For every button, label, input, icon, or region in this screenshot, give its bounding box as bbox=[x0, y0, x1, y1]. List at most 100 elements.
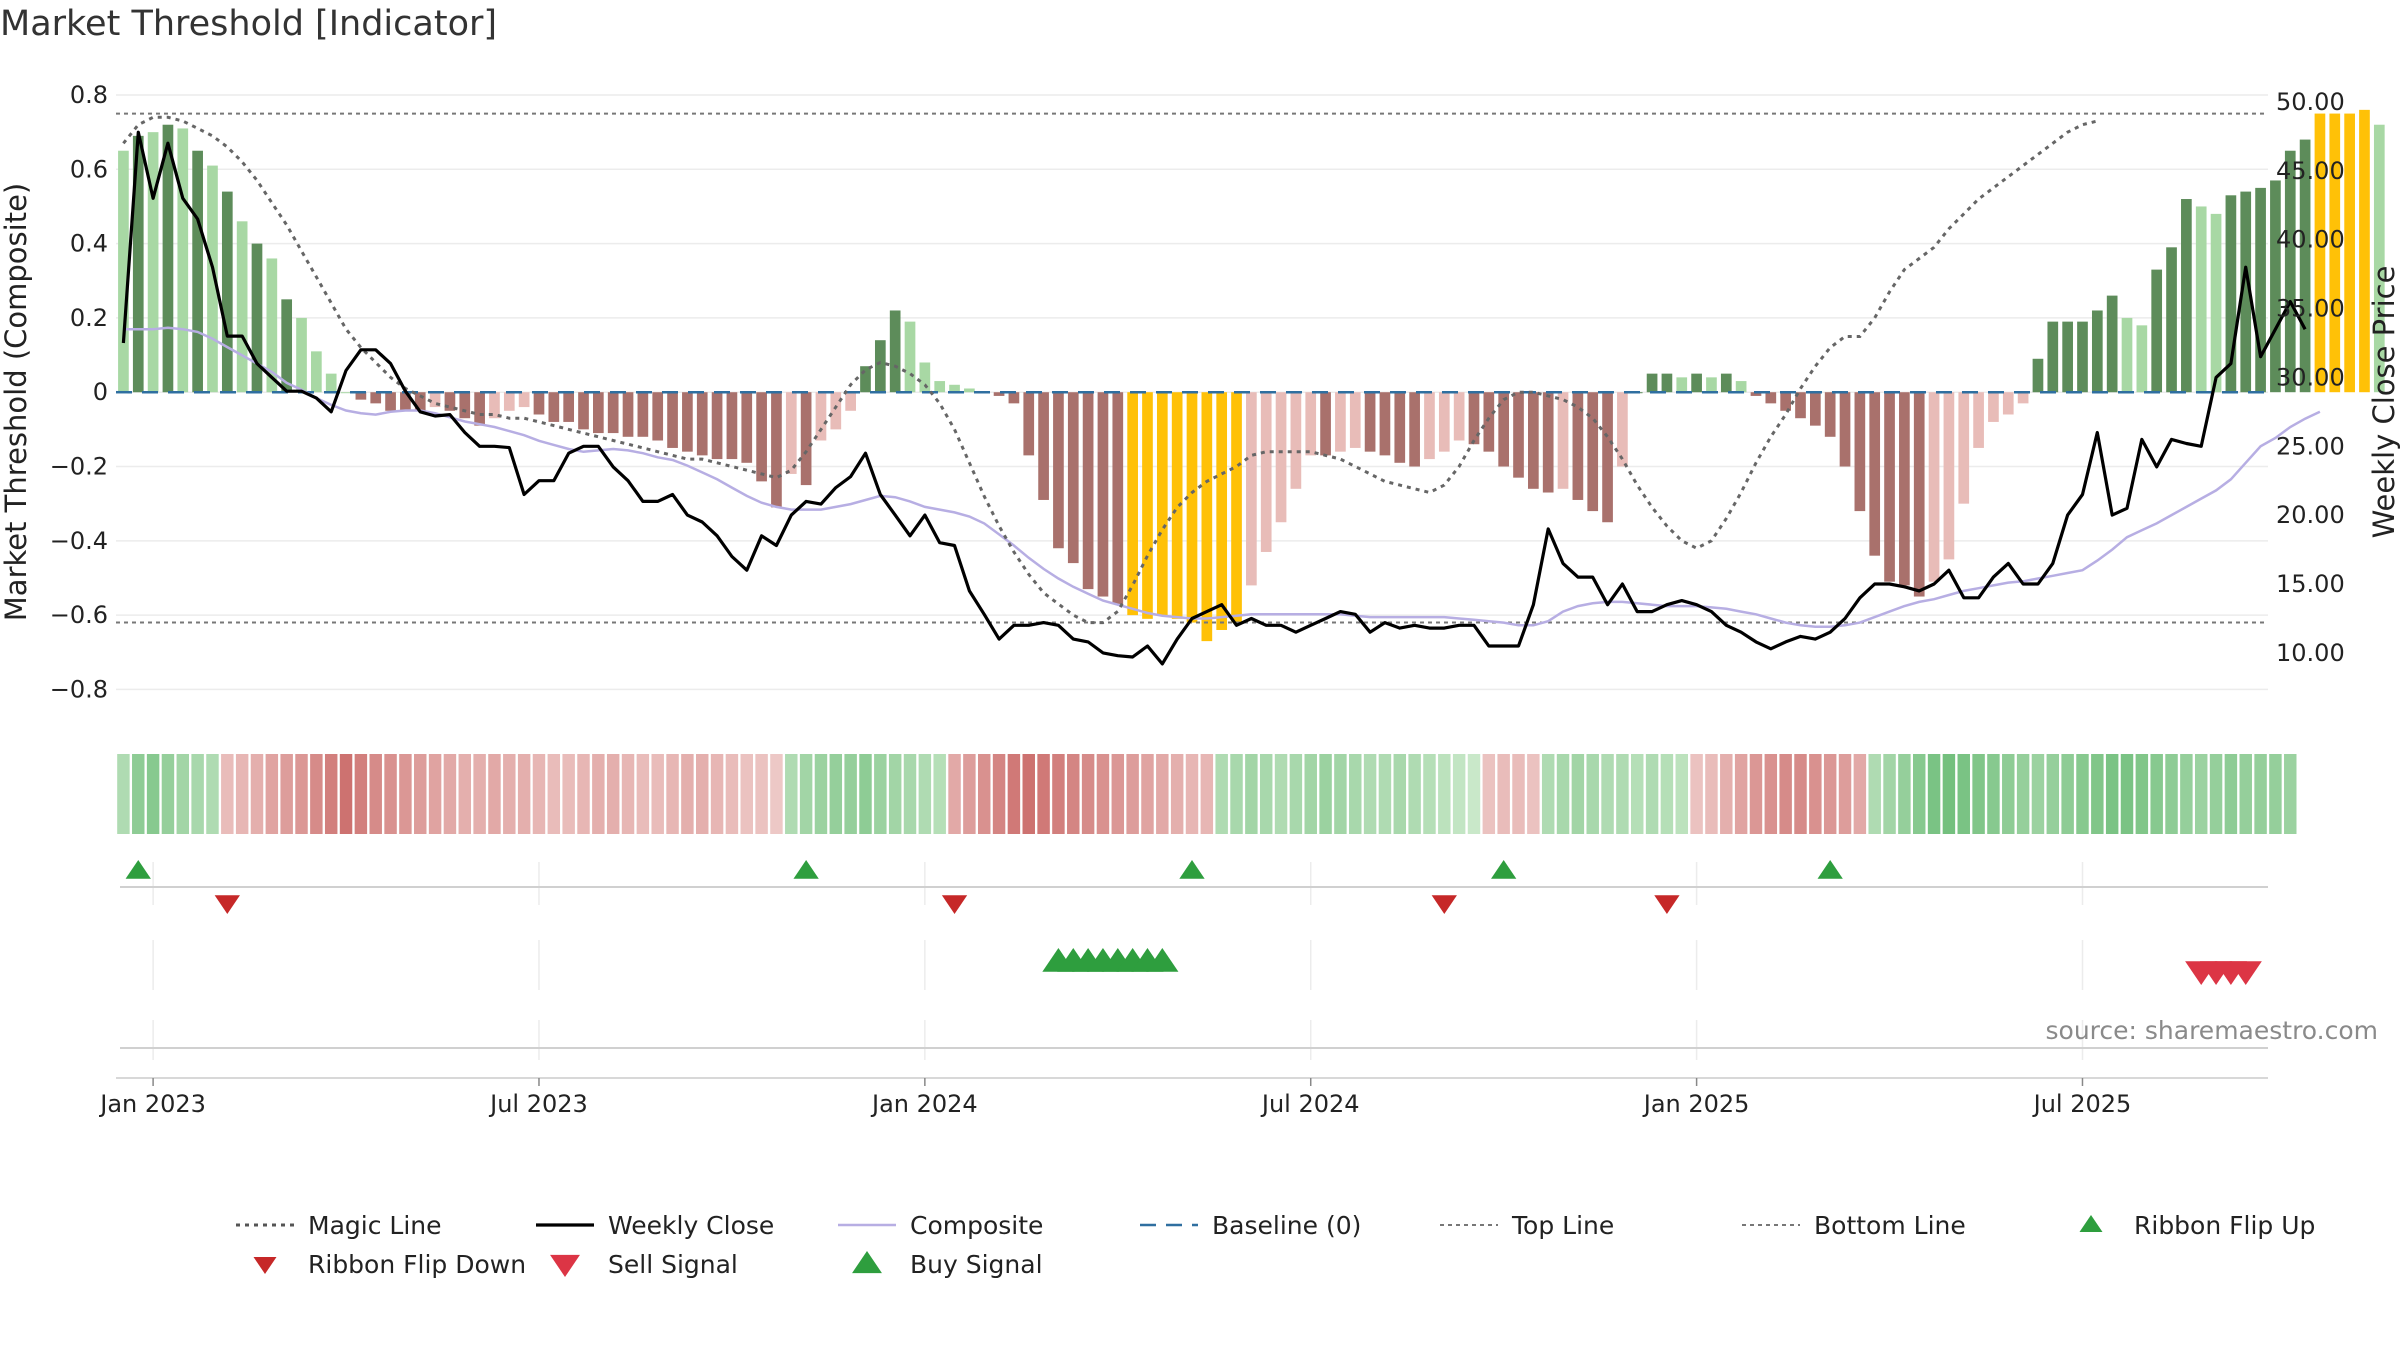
composite-bar bbox=[1409, 392, 1420, 467]
composite-bar bbox=[1156, 392, 1168, 616]
ribbon-cell bbox=[651, 754, 664, 834]
signal-markers bbox=[120, 860, 2268, 1049]
ribbon-cell bbox=[1215, 754, 1228, 834]
composite-bar bbox=[815, 392, 827, 441]
ribbon-cell bbox=[948, 754, 961, 834]
composite-bar bbox=[325, 373, 337, 393]
composite-bar bbox=[1928, 392, 1940, 582]
composite-bar bbox=[2032, 358, 2044, 393]
composite-bar bbox=[236, 221, 248, 393]
ribbon-cell bbox=[1408, 754, 1421, 834]
ribbon-cell bbox=[1616, 754, 1629, 834]
composite-bar bbox=[964, 388, 975, 393]
composite-bar bbox=[429, 392, 441, 408]
composite-bar bbox=[2314, 113, 2326, 393]
y-tick-label: 0.4 bbox=[70, 230, 108, 258]
y2-tick-label: 35.00 bbox=[2276, 295, 2345, 323]
composite-bar bbox=[845, 392, 856, 411]
ribbon-cell bbox=[1527, 754, 1540, 834]
y-tick-label: −0.2 bbox=[50, 453, 108, 481]
ribbon-cell bbox=[963, 754, 976, 834]
composite-bar bbox=[311, 351, 322, 393]
composite-bar bbox=[251, 243, 263, 393]
ribbon-cell bbox=[2061, 754, 2074, 834]
ribbon-cell bbox=[428, 754, 442, 834]
ribbon-cell bbox=[1423, 754, 1436, 834]
composite-bar bbox=[1646, 373, 1658, 393]
ribbon-flip-down-marker bbox=[941, 895, 968, 914]
ribbon-cell bbox=[384, 754, 397, 834]
legend-item: Top Line bbox=[1440, 1211, 1614, 1240]
ribbon-cell bbox=[621, 754, 635, 834]
composite-bar bbox=[1082, 392, 1094, 590]
ribbon-cell bbox=[1660, 754, 1674, 834]
ribbon-cell bbox=[918, 754, 932, 834]
ribbon-cell bbox=[1334, 754, 1347, 834]
composite-bar bbox=[1824, 392, 1836, 437]
composite-bar bbox=[696, 392, 708, 456]
composite-bar bbox=[1305, 392, 1317, 456]
ribbon-cell bbox=[1438, 754, 1451, 834]
ribbon-cell bbox=[992, 754, 1006, 834]
y2-axis-title: Weekly Close Price bbox=[2367, 266, 2400, 539]
ribbon-cell bbox=[369, 754, 382, 834]
y-tick-label: 0.8 bbox=[70, 81, 108, 109]
composite-bar bbox=[1780, 392, 1791, 411]
composite-bar bbox=[785, 392, 797, 474]
composite-bar bbox=[637, 392, 649, 437]
composite-bar bbox=[1379, 392, 1391, 456]
composite-bar bbox=[1142, 392, 1153, 619]
ribbon-cell bbox=[354, 754, 368, 834]
y2-tick-label: 30.00 bbox=[2276, 363, 2345, 391]
x-tick-label: Jan 2023 bbox=[98, 1090, 206, 1118]
ribbon-cell bbox=[1200, 754, 1214, 834]
ribbon-cell bbox=[1037, 754, 1050, 834]
ribbon-flip-down-marker bbox=[1654, 895, 1680, 914]
composite-bar bbox=[934, 381, 946, 393]
ribbon-cell bbox=[2120, 754, 2134, 834]
y-tick-label: −0.6 bbox=[50, 601, 108, 629]
ribbon-strip bbox=[117, 754, 2297, 834]
ribbon-cell bbox=[1141, 754, 1154, 834]
composite-bar bbox=[1468, 392, 1480, 445]
composite-bar bbox=[2166, 247, 2177, 393]
composite-bar bbox=[1275, 392, 1287, 523]
composite-bar bbox=[118, 150, 129, 393]
composite-bar bbox=[474, 392, 485, 426]
ribbon-cell bbox=[1853, 754, 1867, 834]
composite-bar bbox=[1913, 392, 1925, 597]
composite-line bbox=[123, 326, 2321, 628]
composite-bar bbox=[1765, 392, 1777, 404]
legend-item: Weekly Close bbox=[536, 1211, 774, 1240]
ribbon-cell bbox=[117, 754, 130, 834]
ribbon-cell bbox=[1586, 754, 1599, 834]
ribbon-flip-up-marker bbox=[125, 860, 151, 879]
ribbon-cell bbox=[1705, 754, 1718, 834]
ribbon-cell bbox=[1957, 754, 1970, 834]
composite-bar bbox=[2181, 199, 2192, 393]
ribbon-cell bbox=[799, 754, 813, 834]
ribbon-cell bbox=[562, 754, 575, 834]
ribbon-cell bbox=[443, 754, 457, 834]
composite-bar bbox=[1795, 392, 1806, 419]
composite-bar bbox=[652, 392, 664, 441]
legend-swatch bbox=[253, 1257, 277, 1274]
ribbon-cell bbox=[1007, 754, 1021, 834]
composite-bar bbox=[414, 392, 426, 411]
ribbon-cell bbox=[2105, 754, 2119, 834]
ribbon-cell bbox=[221, 754, 234, 834]
legend-label: Ribbon Flip Down bbox=[308, 1250, 526, 1279]
composite-bar bbox=[1988, 392, 1999, 422]
ribbon-cell bbox=[2076, 754, 2089, 834]
ribbon-cell bbox=[1720, 754, 1733, 834]
composite-bar bbox=[1483, 392, 1495, 452]
legend-item: Sell Signal bbox=[550, 1250, 738, 1279]
composite-bar bbox=[1676, 377, 1688, 393]
ribbon-cell bbox=[324, 754, 338, 834]
composite-bar bbox=[1587, 392, 1599, 512]
ribbon-cell bbox=[592, 754, 605, 834]
composite-bar bbox=[2062, 321, 2073, 393]
ribbon-cell bbox=[1838, 754, 1852, 834]
composite-bar bbox=[1171, 392, 1183, 619]
ribbon-cell bbox=[1927, 754, 1941, 834]
